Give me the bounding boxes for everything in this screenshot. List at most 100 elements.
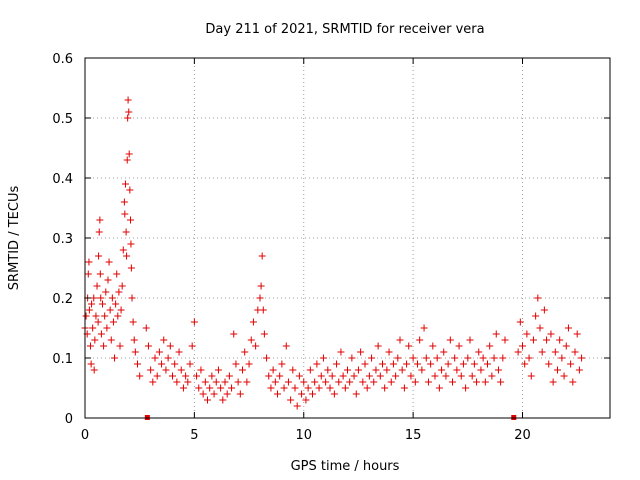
data-point: [300, 378, 308, 386]
data-point: [127, 216, 134, 224]
data-point: [109, 318, 117, 326]
data-point: [125, 108, 133, 116]
data-point: [87, 360, 95, 368]
data-point: [284, 378, 292, 386]
data-point: [562, 342, 570, 350]
data-point: [389, 360, 397, 368]
data-point: [540, 306, 548, 314]
data-point: [177, 366, 185, 374]
data-point: [571, 348, 579, 356]
data-point: [490, 354, 498, 362]
x-tick-label: 5: [190, 428, 198, 443]
data-point: [128, 294, 136, 302]
x-axis-ticks: 0 5 10 15 20: [81, 58, 531, 443]
data-point: [247, 336, 255, 344]
data-point: [85, 258, 93, 266]
data-point: [549, 378, 557, 386]
data-point: [575, 366, 583, 374]
data-point: [545, 360, 553, 368]
data-point: [392, 372, 400, 380]
data-point: [357, 348, 365, 356]
data-point: [223, 390, 231, 398]
data-point: [90, 294, 98, 302]
data-point: [532, 312, 540, 320]
data-point: [383, 366, 391, 374]
data-point: [514, 348, 522, 356]
data-point: [122, 228, 130, 236]
data-point: [304, 384, 312, 392]
data-point: [155, 348, 163, 356]
data-point: [416, 336, 424, 344]
data-point: [162, 366, 170, 374]
data-point: [457, 372, 465, 380]
data-point: [481, 378, 489, 386]
data-point: [119, 246, 127, 254]
data-point: [173, 378, 181, 386]
y-tick-label: 0.4: [52, 172, 73, 187]
data-point: [414, 360, 421, 368]
y-axis-ticks: 0 0.1 0.2 0.3 0.4 0.5 0.6: [52, 52, 610, 427]
data-point: [206, 384, 214, 392]
data-point: [219, 396, 227, 404]
y-tick-label: 0.5: [52, 112, 73, 127]
data-point: [440, 348, 448, 356]
data-point: [117, 306, 125, 314]
data-point: [344, 366, 351, 374]
data-point: [396, 336, 404, 344]
data-point: [113, 270, 121, 278]
data-point: [405, 342, 413, 350]
data-point: [95, 252, 103, 260]
data-point: [446, 336, 454, 344]
data-point: [387, 378, 395, 386]
data-point: [106, 306, 114, 314]
data-point: [274, 390, 281, 398]
y-tick-label: 0.3: [52, 232, 73, 247]
data-point: [317, 372, 325, 380]
data-point: [427, 360, 435, 368]
data-point: [95, 228, 103, 236]
data-point: [182, 372, 190, 380]
data-point: [350, 372, 358, 380]
data-point: [438, 366, 446, 374]
data-point: [521, 360, 529, 368]
data-point: [370, 378, 378, 386]
data-point: [105, 258, 113, 266]
data-point: [328, 372, 336, 380]
data-point: [164, 354, 172, 362]
y-axis-label: SRMTID / TECUs: [7, 186, 22, 291]
data-point: [302, 396, 310, 404]
data-point: [569, 378, 577, 386]
data-point: [477, 366, 485, 374]
data-point: [116, 342, 124, 350]
data-point: [424, 378, 432, 386]
data-point: [129, 318, 137, 326]
data-point: [232, 360, 240, 368]
data-point: [186, 360, 194, 368]
data-point: [519, 342, 526, 350]
data-point: [208, 372, 216, 380]
data-point: [195, 384, 203, 392]
data-point: [267, 384, 275, 392]
data-point: [352, 390, 360, 398]
data-point: [420, 324, 428, 332]
data-point: [311, 378, 319, 386]
chart-title: Day 211 of 2021, SRMTID for receiver ver…: [205, 22, 484, 37]
data-point: [341, 384, 349, 392]
data-point: [361, 360, 369, 368]
data-point: [488, 372, 496, 380]
data-point: [107, 336, 115, 344]
data-point: [142, 324, 150, 332]
data-point: [363, 384, 371, 392]
data-point: [449, 378, 456, 386]
data-point: [309, 390, 316, 398]
data-point: [147, 366, 155, 374]
data-point: [484, 360, 491, 368]
data-point: [210, 390, 218, 398]
data-point: [241, 348, 249, 356]
data-point: [394, 354, 402, 362]
data-point: [470, 360, 478, 368]
data-point: [96, 216, 104, 224]
data-point: [315, 384, 323, 392]
data-point: [111, 354, 119, 362]
